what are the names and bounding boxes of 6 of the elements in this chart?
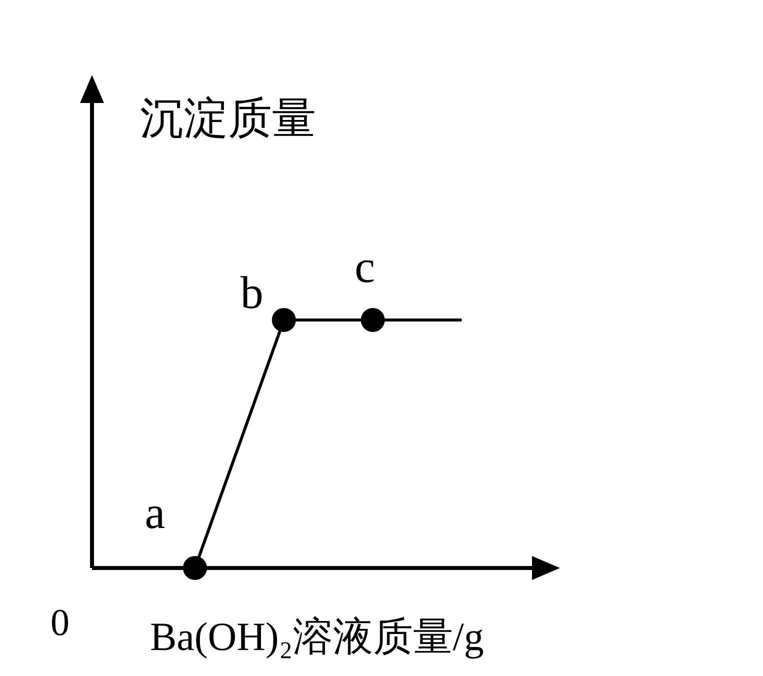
annotation: c (354, 241, 375, 292)
annotation: 0 (50, 602, 70, 644)
x-label: Ba(OH)₂溶液质量/g (150, 614, 484, 659)
annotation: a (144, 487, 166, 538)
y-label: 沉淀质量 (140, 94, 316, 143)
annotation: b (240, 267, 264, 318)
